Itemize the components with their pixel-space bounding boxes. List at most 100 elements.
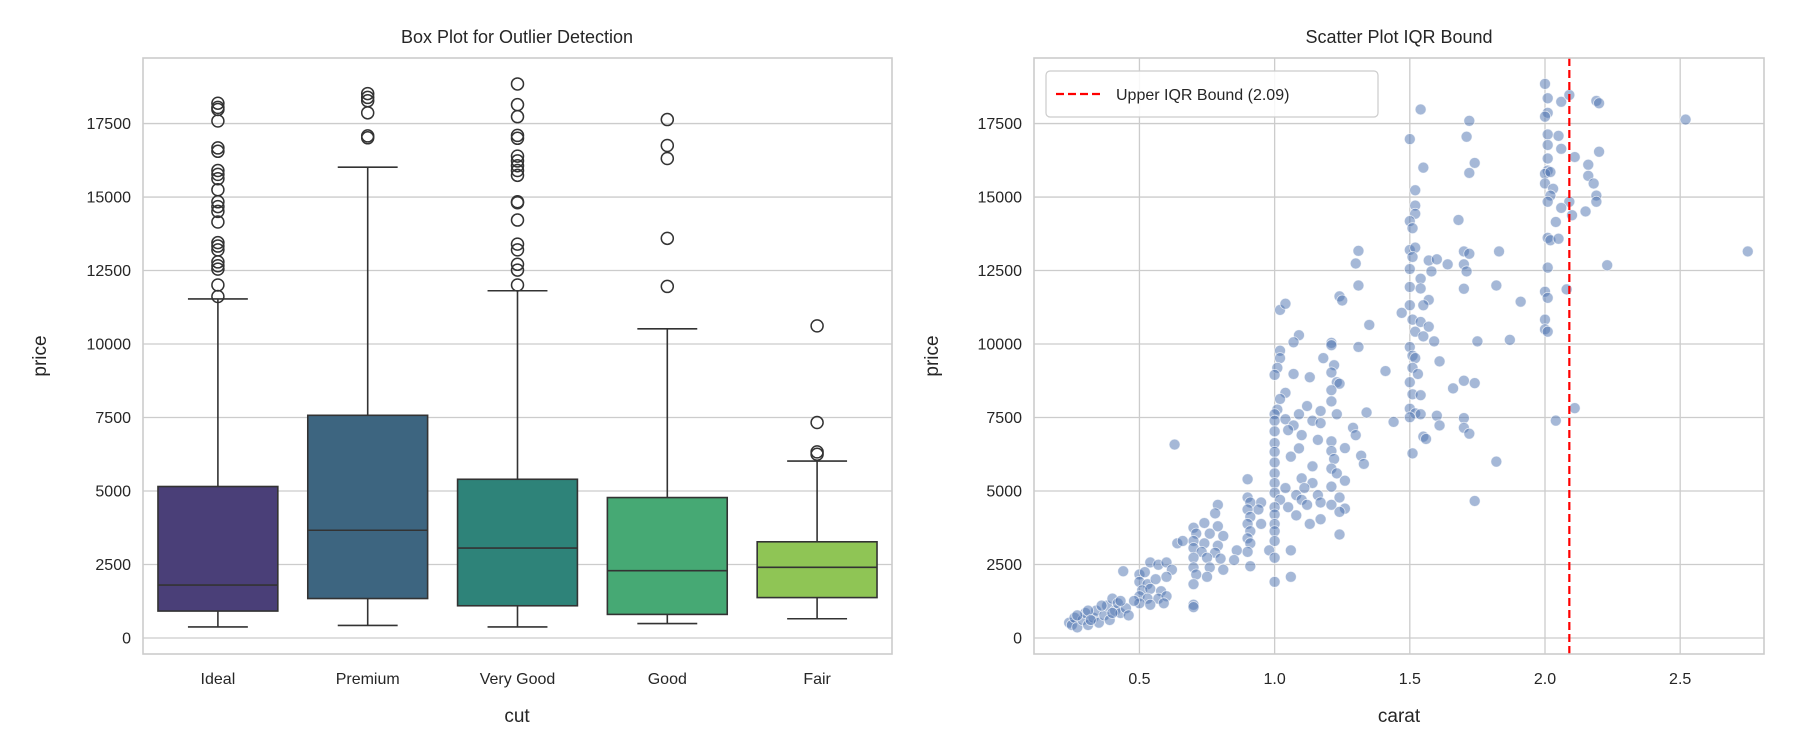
scatter-point bbox=[1417, 330, 1430, 343]
scatter-point bbox=[1198, 517, 1211, 529]
outlier-point bbox=[211, 163, 225, 178]
outlier-point bbox=[211, 239, 225, 253]
y-tick-label: 2500 bbox=[986, 557, 1022, 574]
box-ideal bbox=[157, 96, 279, 628]
scatter-point bbox=[1106, 607, 1119, 619]
scatter-point bbox=[1387, 416, 1400, 428]
scatter-point bbox=[1395, 306, 1408, 319]
scatter-point bbox=[1149, 573, 1162, 586]
scatter-point bbox=[1593, 145, 1605, 158]
scatter-point bbox=[1333, 505, 1346, 518]
outlier-point bbox=[510, 263, 525, 277]
scatter-point bbox=[1403, 133, 1416, 146]
scatter-point bbox=[1403, 299, 1416, 312]
outlier-point bbox=[510, 149, 525, 163]
scatter-point bbox=[1187, 578, 1200, 591]
scatter-point bbox=[1590, 195, 1603, 208]
legend-frame bbox=[1045, 70, 1379, 118]
scatter-point bbox=[1330, 408, 1343, 421]
x-tick-label: Very Good bbox=[480, 671, 556, 688]
outlier-point bbox=[660, 231, 675, 246]
scatter-point bbox=[1468, 495, 1481, 507]
box-premium bbox=[306, 86, 429, 627]
scatter-point bbox=[1330, 467, 1343, 480]
scatter-point bbox=[1255, 518, 1268, 530]
plot-area bbox=[1034, 58, 1764, 654]
outlier-point bbox=[360, 90, 375, 105]
scatter-point bbox=[1352, 279, 1365, 292]
scatter-point bbox=[1379, 365, 1392, 377]
box-good bbox=[606, 112, 729, 625]
scatter-point bbox=[1268, 456, 1281, 469]
scatter-point bbox=[1114, 595, 1127, 607]
scatter-point bbox=[1211, 520, 1224, 533]
scatter-point bbox=[1303, 518, 1316, 530]
outlier-point bbox=[810, 415, 824, 430]
scatter-point bbox=[1463, 167, 1476, 179]
scatter-point bbox=[1679, 113, 1692, 126]
y-tick-label: 0 bbox=[1013, 630, 1022, 647]
outlier-point bbox=[510, 163, 525, 178]
scatter-point bbox=[1349, 429, 1362, 442]
scatter-point bbox=[1490, 279, 1503, 292]
scatter-point bbox=[1414, 408, 1427, 421]
box-plot-y-label: price bbox=[30, 335, 51, 376]
scatter-point bbox=[1541, 139, 1554, 151]
y-tick-label: 10000 bbox=[978, 337, 1023, 354]
scatter-point bbox=[1241, 473, 1254, 486]
outlier-point bbox=[211, 195, 225, 209]
scatter-point bbox=[1138, 566, 1151, 579]
scatter-point bbox=[1290, 509, 1303, 522]
scatter-point bbox=[1422, 320, 1435, 333]
scatter-point bbox=[1560, 283, 1573, 296]
scatter-point bbox=[1274, 393, 1286, 405]
scatter-point bbox=[1268, 368, 1281, 381]
outlier-point bbox=[211, 141, 225, 155]
scatter-point bbox=[1457, 374, 1470, 387]
scatter-point bbox=[1333, 528, 1346, 541]
scatter-point bbox=[1268, 425, 1281, 438]
scatter-point bbox=[1314, 417, 1327, 429]
scatter-point bbox=[1447, 382, 1459, 395]
outlier-point bbox=[510, 237, 525, 251]
y-tick-label: 7500 bbox=[95, 410, 131, 427]
iqr-box bbox=[157, 485, 279, 612]
outlier-point bbox=[810, 319, 824, 333]
scatter-point bbox=[1241, 545, 1254, 558]
scatter-point bbox=[1503, 334, 1516, 346]
box-plot-title: Box Plot for Outlier Detection bbox=[401, 27, 633, 47]
outlier-point bbox=[660, 151, 675, 166]
scatter-point bbox=[1301, 400, 1313, 412]
iqr-box bbox=[606, 496, 729, 616]
scatter-point bbox=[1549, 216, 1562, 228]
scatter-point bbox=[1176, 535, 1189, 547]
scatter-point bbox=[1428, 335, 1441, 348]
scatter-point bbox=[1363, 319, 1376, 331]
scatter-point bbox=[1568, 151, 1581, 163]
outlier-point bbox=[510, 77, 525, 91]
scatter-plot-y-label: price bbox=[922, 335, 943, 376]
scatter-point bbox=[1314, 496, 1327, 509]
scatter-point bbox=[1095, 599, 1108, 612]
y-tick-label: 0 bbox=[122, 630, 131, 647]
scatter-point bbox=[1741, 245, 1754, 258]
scatter-point bbox=[1566, 209, 1578, 222]
outlier-point bbox=[360, 131, 375, 145]
scatter-point bbox=[1349, 257, 1362, 270]
scatter-point bbox=[1403, 263, 1416, 275]
outlier-point bbox=[211, 171, 225, 186]
y-tick-label: 15000 bbox=[87, 190, 132, 207]
outlier-point bbox=[211, 289, 225, 304]
x-tick-label: Fair bbox=[803, 671, 831, 688]
scatter-point bbox=[1414, 282, 1427, 295]
scatter-point bbox=[1325, 498, 1338, 511]
scatter-point bbox=[1339, 442, 1351, 454]
y-tick-label: 17500 bbox=[87, 116, 132, 133]
scatter-point bbox=[1409, 352, 1422, 365]
scatter-point bbox=[1593, 97, 1605, 110]
scatter-point bbox=[1471, 335, 1484, 348]
outlier-point bbox=[510, 158, 525, 173]
scatter-point bbox=[1187, 601, 1200, 614]
scatter-point bbox=[1282, 501, 1295, 514]
scatter-point bbox=[1403, 376, 1416, 389]
